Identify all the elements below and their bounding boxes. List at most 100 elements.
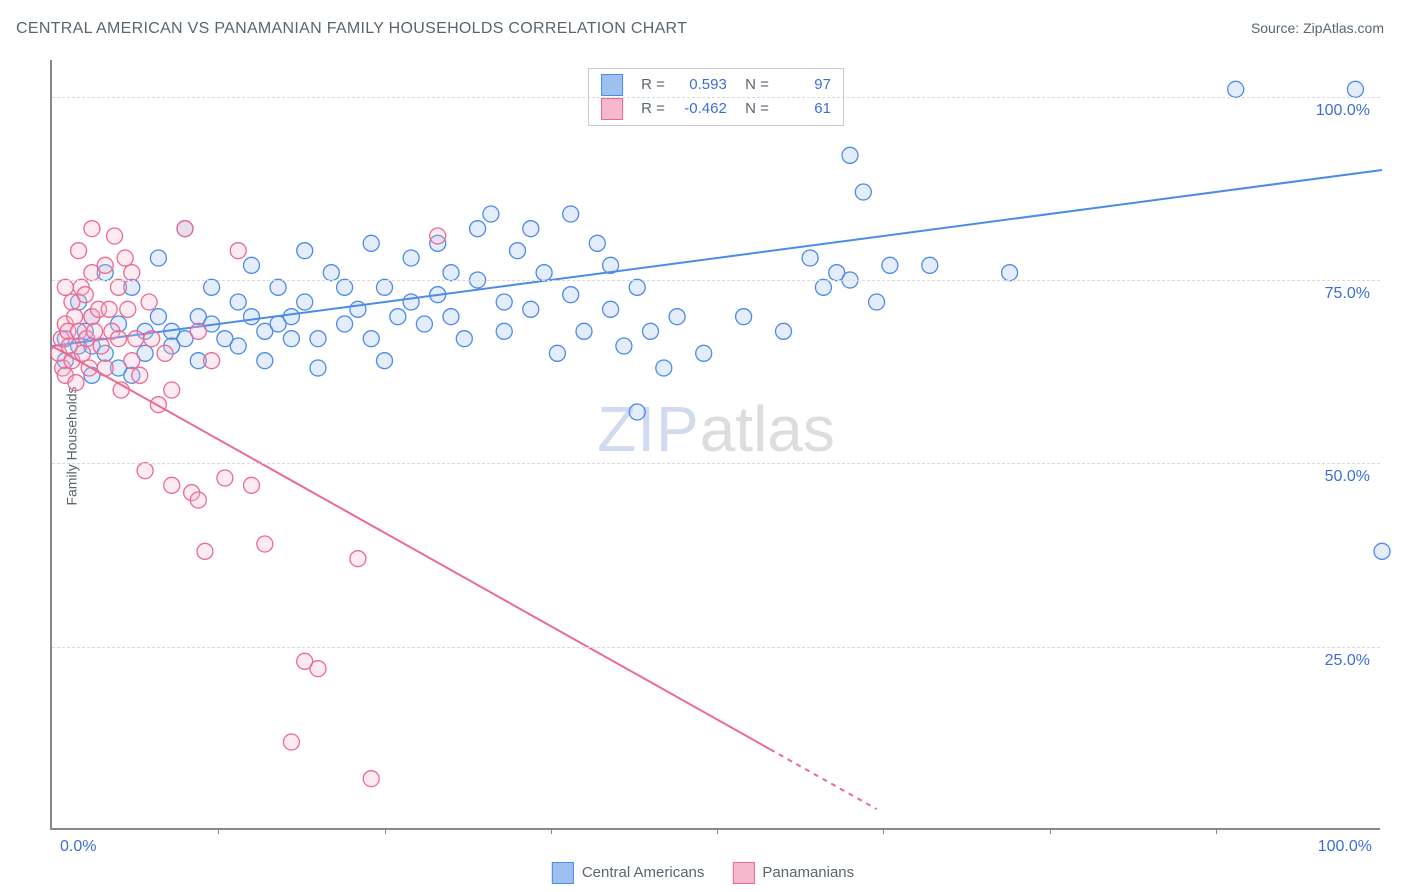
data-point — [97, 257, 113, 273]
y-tick-label: 25.0% — [1325, 652, 1370, 670]
trendline — [52, 346, 770, 749]
y-tick-label: 100.0% — [1316, 102, 1370, 120]
data-point — [403, 250, 419, 266]
data-point — [496, 323, 512, 339]
y-tick-label: 75.0% — [1325, 285, 1370, 303]
data-point — [603, 301, 619, 317]
plot-area: ZIPatlas R =0.593 N =97R =-0.462 N =61 0… — [50, 60, 1380, 830]
gridline-h — [52, 97, 1380, 98]
trendline-extrapolated — [770, 749, 876, 809]
data-point — [217, 470, 233, 486]
data-point — [107, 228, 123, 244]
data-point — [736, 309, 752, 325]
data-point — [310, 331, 326, 347]
data-point — [363, 771, 379, 787]
data-point — [563, 206, 579, 222]
data-point — [87, 323, 103, 339]
data-point — [855, 184, 871, 200]
data-point — [696, 345, 712, 361]
data-point — [629, 404, 645, 420]
data-point — [1228, 81, 1244, 97]
legend-swatch — [552, 862, 574, 884]
data-point — [869, 294, 885, 310]
data-point — [164, 382, 180, 398]
data-point — [283, 331, 299, 347]
x-tick-label-max: 100.0% — [1318, 838, 1372, 856]
data-point — [802, 250, 818, 266]
data-point — [656, 360, 672, 376]
series-legend-item: Panamanians — [732, 862, 854, 884]
data-point — [67, 309, 83, 325]
x-tick — [385, 828, 386, 834]
data-point — [443, 309, 459, 325]
data-point — [137, 463, 153, 479]
legend-val-r: -0.462 — [675, 97, 727, 121]
series-legend-label: Central Americans — [582, 864, 705, 881]
correlation-legend-row: R =0.593 N =97 — [601, 73, 831, 97]
data-point — [1374, 543, 1390, 559]
data-point — [297, 243, 313, 259]
legend-swatch — [732, 862, 754, 884]
data-point — [190, 323, 206, 339]
data-point — [1347, 81, 1363, 97]
legend-val-n: 61 — [779, 97, 831, 121]
data-point — [257, 536, 273, 552]
chart-title: CENTRAL AMERICAN VS PANAMANIAN FAMILY HO… — [16, 20, 687, 38]
data-point — [363, 235, 379, 251]
data-point — [523, 221, 539, 237]
x-tick-label-min: 0.0% — [60, 838, 96, 856]
data-point — [124, 265, 140, 281]
data-point — [283, 734, 299, 750]
data-point — [576, 323, 592, 339]
data-point — [510, 243, 526, 259]
gridline-h — [52, 280, 1380, 281]
data-point — [549, 345, 565, 361]
data-point — [403, 294, 419, 310]
data-point — [144, 331, 160, 347]
data-point — [815, 279, 831, 295]
data-point — [68, 375, 84, 391]
data-point — [164, 477, 180, 493]
data-point — [230, 294, 246, 310]
x-tick — [883, 828, 884, 834]
data-point — [124, 353, 140, 369]
y-tick-label: 50.0% — [1325, 468, 1370, 486]
data-point — [377, 279, 393, 295]
data-point — [337, 316, 353, 332]
data-point — [523, 301, 539, 317]
data-point — [323, 265, 339, 281]
data-point — [363, 331, 379, 347]
data-point — [283, 309, 299, 325]
data-point — [101, 301, 117, 317]
data-point — [563, 287, 579, 303]
x-tick — [1050, 828, 1051, 834]
data-point — [456, 331, 472, 347]
x-tick — [717, 828, 718, 834]
data-point — [643, 323, 659, 339]
data-point — [132, 367, 148, 383]
legend-key-r: R = — [641, 73, 665, 97]
data-point — [244, 257, 260, 273]
data-point — [589, 235, 605, 251]
data-point — [776, 323, 792, 339]
scatter-svg — [52, 60, 1380, 828]
data-point — [71, 243, 87, 259]
data-point — [470, 221, 486, 237]
data-point — [430, 228, 446, 244]
data-point — [111, 279, 127, 295]
data-point — [57, 279, 73, 295]
data-point — [297, 294, 313, 310]
data-point — [244, 309, 260, 325]
data-point — [416, 316, 432, 332]
data-point — [377, 353, 393, 369]
legend-key-n: N = — [737, 97, 769, 121]
data-point — [204, 353, 220, 369]
data-point — [337, 279, 353, 295]
data-point — [1002, 265, 1018, 281]
data-point — [111, 331, 127, 347]
x-tick — [1216, 828, 1217, 834]
data-point — [616, 338, 632, 354]
data-point — [310, 360, 326, 376]
data-point — [141, 294, 157, 310]
data-point — [922, 257, 938, 273]
